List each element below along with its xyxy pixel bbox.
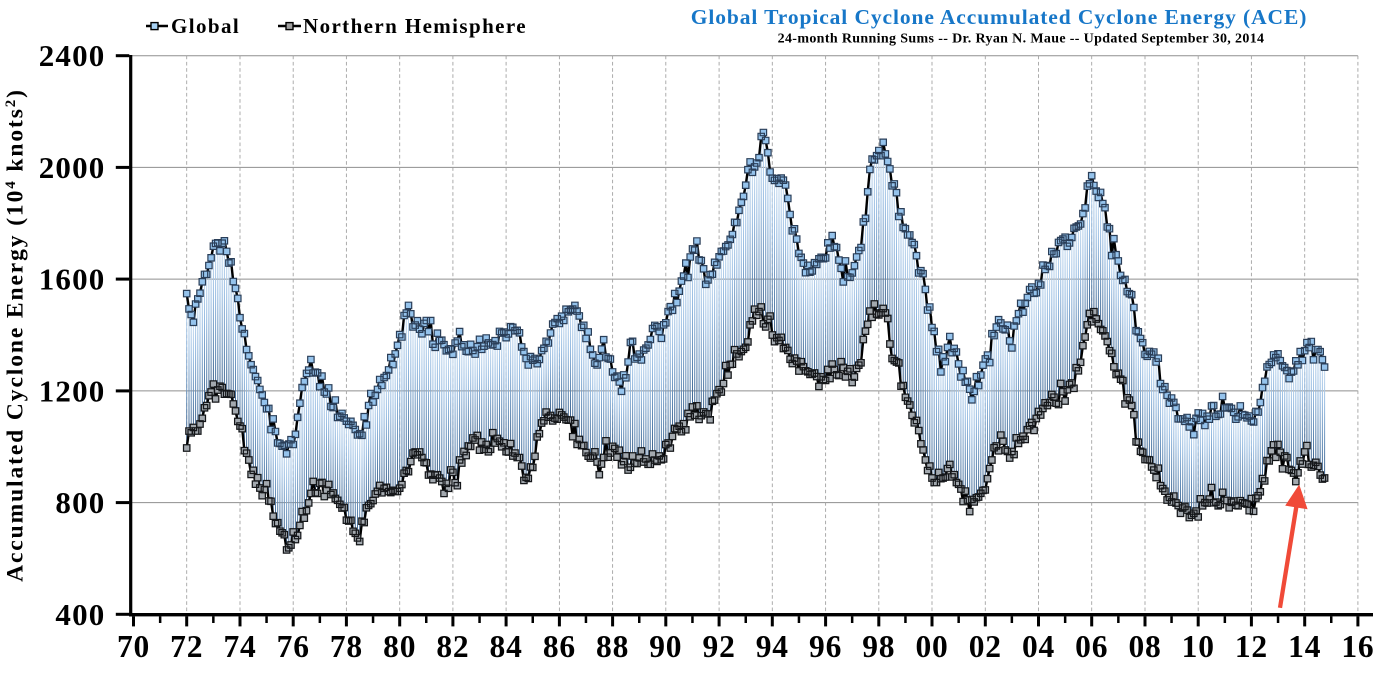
svg-text:Global: Global — [171, 14, 240, 38]
svg-text:98: 98 — [862, 629, 895, 664]
svg-text:92: 92 — [703, 629, 736, 664]
svg-text:Northern Hemisphere: Northern Hemisphere — [303, 14, 527, 38]
svg-text:82: 82 — [436, 629, 469, 664]
svg-text:16: 16 — [1341, 629, 1373, 664]
svg-text:02: 02 — [969, 629, 1002, 664]
svg-text:12: 12 — [1235, 629, 1268, 664]
svg-text:84: 84 — [490, 629, 523, 664]
svg-text:76: 76 — [277, 629, 310, 664]
svg-text:94: 94 — [756, 629, 789, 664]
svg-text:2000: 2000 — [39, 150, 106, 185]
svg-text:88: 88 — [596, 629, 629, 664]
svg-text:1600: 1600 — [39, 262, 106, 297]
svg-text:14: 14 — [1288, 629, 1321, 664]
svg-text:Accumulated Cyclone Energy (10: Accumulated Cyclone Energy (104 knots2) — [3, 88, 29, 582]
svg-text:400: 400 — [55, 597, 105, 632]
svg-text:86: 86 — [543, 629, 576, 664]
svg-text:96: 96 — [809, 629, 842, 664]
svg-text:06: 06 — [1075, 629, 1108, 664]
svg-text:10: 10 — [1182, 629, 1215, 664]
svg-text:90: 90 — [649, 629, 682, 664]
svg-text:80: 80 — [383, 629, 416, 664]
svg-text:04: 04 — [1022, 629, 1055, 664]
svg-text:70: 70 — [117, 629, 150, 664]
svg-text:78: 78 — [330, 629, 363, 664]
svg-text:00: 00 — [915, 629, 948, 664]
svg-text:2400: 2400 — [39, 38, 106, 73]
svg-text:72: 72 — [170, 629, 203, 664]
svg-text:08: 08 — [1128, 629, 1161, 664]
svg-text:800: 800 — [55, 485, 105, 520]
svg-text:Global Tropical Cyclone Accumu: Global Tropical Cyclone Accumulated Cycl… — [691, 5, 1308, 29]
svg-text:1200: 1200 — [39, 373, 106, 408]
svg-text:24-month Running Sums -- Dr. R: 24-month Running Sums -- Dr. Ryan N. Mau… — [778, 32, 1265, 47]
svg-text:74: 74 — [223, 629, 256, 664]
